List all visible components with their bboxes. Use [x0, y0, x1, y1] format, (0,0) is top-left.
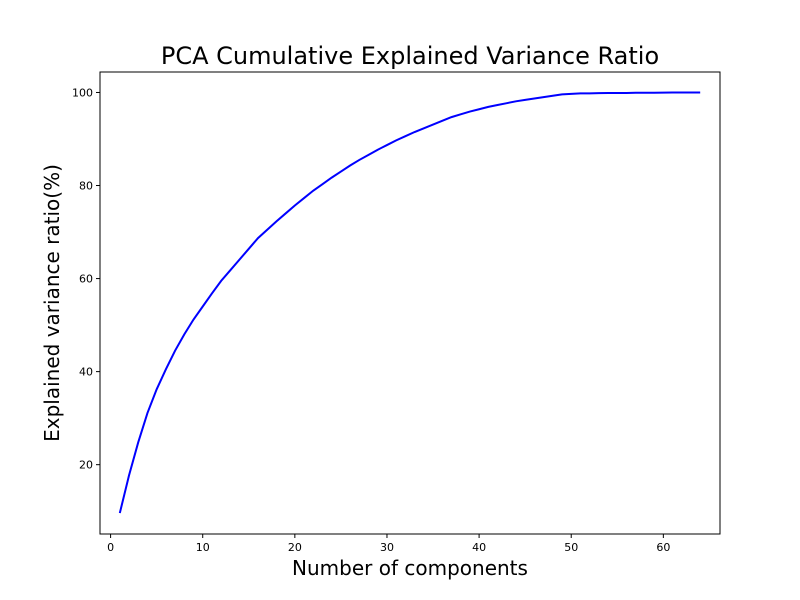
y-axis-label: Explained variance ratio(%)	[40, 164, 64, 442]
x-axis-label: Number of components	[292, 556, 528, 580]
y-tick-label: 40	[79, 366, 93, 379]
y-tick-label: 80	[79, 180, 93, 193]
x-tick-label: 10	[196, 541, 210, 554]
y-tick-label: 20	[79, 459, 93, 472]
x-tick-label: 50	[564, 541, 578, 554]
x-tick-label: 60	[656, 541, 670, 554]
cumulative-variance-line	[118, 91, 701, 514]
x-axis: 0 10 20 30 40 50 60	[107, 534, 670, 554]
y-tick-label: 60	[79, 273, 93, 286]
y-tick-label: 100	[72, 86, 93, 99]
x-tick-label: 40	[472, 541, 486, 554]
x-tick-label: 20	[288, 541, 302, 554]
plot-frame	[99, 71, 721, 535]
x-tick-label: 0	[107, 541, 114, 554]
x-tick-label: 30	[380, 541, 394, 554]
y-axis: 20 40 60 80 100	[72, 86, 100, 472]
chart-title: PCA Cumulative Explained Variance Ratio	[161, 42, 659, 70]
